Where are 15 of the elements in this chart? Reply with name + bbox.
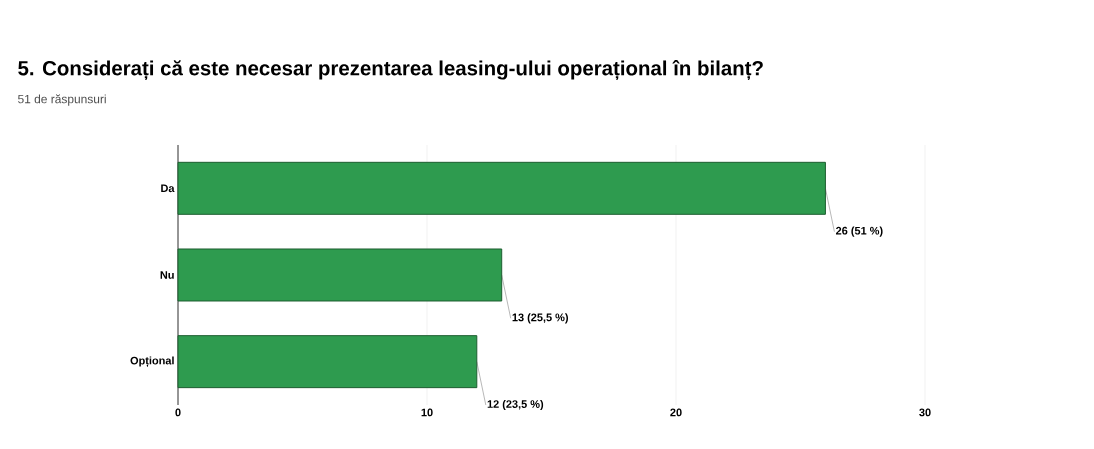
x-tick-label: 10	[421, 408, 433, 417]
chart-title: 5. Considerați că este necesar prezentarea leasing-ului operațional în bilanț?	[18, 60, 763, 80]
x-tick-label: 0	[175, 408, 181, 417]
y-tick-label: Nu	[160, 271, 174, 279]
data-label: 26 (51 %)	[835, 226, 883, 237]
text: 51 de răspunsuri	[18, 94, 106, 106]
bar	[177, 335, 478, 389]
bar	[177, 161, 826, 215]
data-label: 12 (23,5 %)	[487, 399, 544, 411]
bar	[177, 248, 503, 302]
y-tick-label: Opțional	[130, 356, 174, 367]
x-tick-label: 30	[919, 408, 931, 417]
y-tick-label: Da	[161, 184, 175, 193]
data-label: 13 (25,5 %)	[512, 313, 568, 324]
x-tick-label: 20	[670, 408, 682, 417]
